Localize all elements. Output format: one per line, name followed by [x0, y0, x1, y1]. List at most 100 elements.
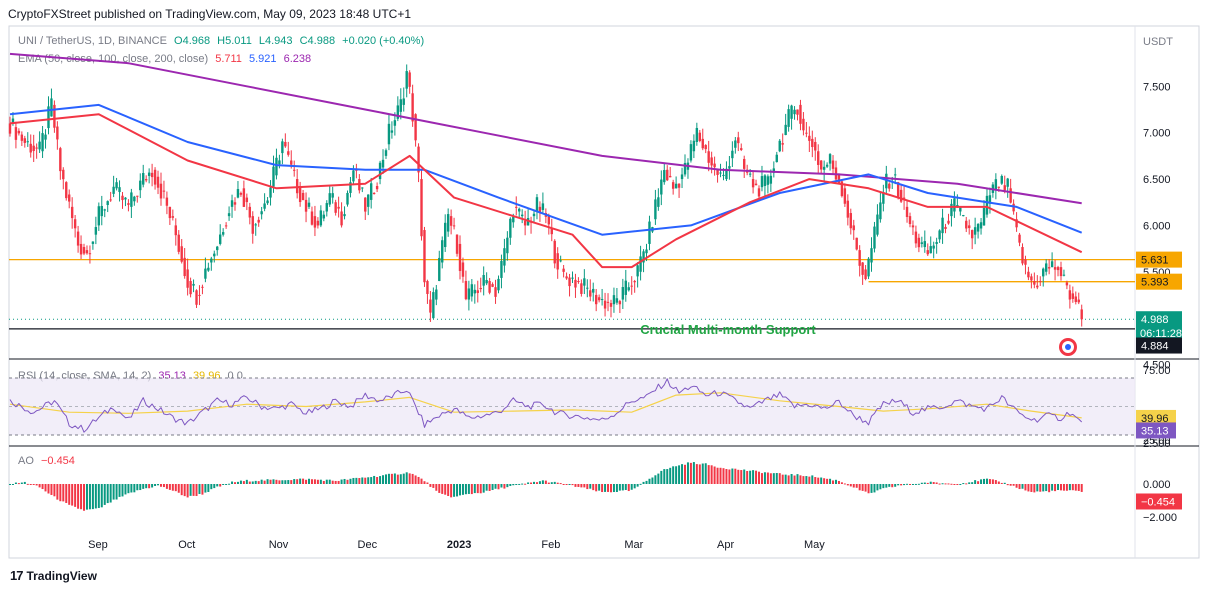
- ao-bar: [370, 477, 373, 484]
- ao-bar: [823, 478, 826, 484]
- candle: [929, 246, 932, 254]
- ao-bar: [85, 484, 88, 510]
- ao-bar: [897, 484, 900, 486]
- ao-bar: [384, 474, 387, 484]
- candle: [719, 172, 722, 174]
- ema50-line: [9, 113, 1083, 269]
- candle: [748, 173, 752, 175]
- ao-bar: [870, 484, 873, 493]
- ao-bar: [390, 473, 393, 484]
- ao-bar: [1048, 484, 1051, 493]
- ao-bar: [322, 480, 325, 484]
- candle: [257, 219, 260, 223]
- ao-bar: [772, 473, 775, 484]
- candle: [846, 200, 850, 218]
- ao-bar: [837, 480, 840, 484]
- ao-bar: [678, 465, 681, 484]
- candle: [953, 198, 956, 212]
- candle: [1033, 281, 1036, 285]
- ema100-line: [9, 103, 1083, 236]
- candle: [870, 248, 873, 263]
- candle: [828, 154, 832, 164]
- ao-bar: [20, 482, 23, 484]
- ao-bar: [343, 478, 346, 484]
- candle: [1039, 281, 1042, 283]
- candle: [645, 249, 648, 254]
- candle: [559, 260, 562, 262]
- candle: [722, 174, 725, 176]
- time-tick-label: Apr: [717, 539, 734, 551]
- candle: [547, 216, 551, 225]
- ao-bar: [814, 477, 817, 484]
- ao-bar: [752, 470, 755, 484]
- candle: [778, 140, 781, 152]
- candle: [935, 242, 938, 244]
- ao-bar: [65, 484, 68, 503]
- ao-bar: [287, 480, 290, 484]
- candle: [316, 220, 320, 226]
- candle: [757, 188, 761, 197]
- ao-bar: [929, 481, 932, 484]
- ao-bar: [974, 480, 977, 484]
- ao-bar: [447, 484, 450, 497]
- candle: [1068, 290, 1072, 300]
- candle: [500, 260, 503, 278]
- ao-bar: [568, 484, 571, 485]
- candle: [210, 258, 213, 263]
- candle: [716, 169, 719, 175]
- candle: [704, 145, 707, 150]
- candle: [882, 192, 885, 204]
- candle: [147, 172, 151, 176]
- candle: [985, 195, 989, 215]
- candle: [446, 214, 450, 232]
- candle: [494, 287, 497, 297]
- ao-bar: [775, 473, 778, 484]
- candle: [520, 214, 524, 217]
- ao-bar: [305, 479, 308, 484]
- ao-bar: [607, 484, 610, 492]
- candle: [349, 182, 352, 193]
- candle: [864, 269, 867, 280]
- time-tick-label: Mar: [624, 539, 643, 551]
- ao-bar: [598, 484, 601, 491]
- high-value: H5.011: [217, 35, 252, 47]
- ao-bar: [651, 477, 654, 484]
- candle: [879, 202, 882, 220]
- footer-brand[interactable]: 17 TradingView: [10, 568, 97, 583]
- candle: [947, 220, 950, 224]
- candle: [766, 176, 770, 185]
- ao-bar: [328, 479, 331, 484]
- ao-bar: [100, 484, 103, 508]
- ao-bar: [686, 462, 689, 484]
- candle: [331, 193, 334, 198]
- candle: [600, 299, 604, 301]
- candle: [624, 280, 627, 295]
- candle: [260, 211, 263, 215]
- ao-bar: [1062, 484, 1065, 491]
- ao-bar: [254, 480, 257, 484]
- candle: [127, 203, 130, 205]
- ao-bar: [909, 484, 911, 485]
- candle: [893, 174, 897, 176]
- ao-tick-label: −2.000: [1143, 512, 1177, 524]
- candle: [976, 223, 980, 232]
- flag-icon[interactable]: [1059, 338, 1077, 356]
- ao-bar: [225, 484, 228, 485]
- candle: [293, 169, 296, 171]
- rsi-line: [9, 378, 1083, 433]
- ao-bar: [109, 484, 112, 503]
- candle: [221, 232, 225, 235]
- ao-bar: [1006, 484, 1009, 486]
- ao-bar: [174, 484, 177, 492]
- ao-bar: [983, 478, 986, 484]
- candle: [429, 299, 432, 313]
- ao-bar: [500, 484, 503, 488]
- ao-bar: [59, 484, 62, 502]
- candle: [150, 172, 154, 178]
- candle: [485, 280, 488, 284]
- ao-bar: [604, 484, 607, 492]
- ao-bar: [796, 474, 799, 484]
- candle: [512, 216, 515, 223]
- close-value: C4.988: [299, 35, 336, 47]
